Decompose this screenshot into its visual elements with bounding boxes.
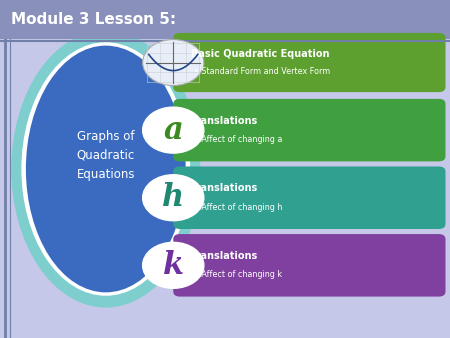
Text: Translations: Translations: [191, 116, 258, 126]
Ellipse shape: [11, 30, 200, 308]
Text: h: h: [162, 182, 184, 213]
Text: • Affect of changing h: • Affect of changing h: [194, 203, 282, 212]
Ellipse shape: [26, 46, 185, 292]
FancyBboxPatch shape: [173, 33, 446, 92]
Circle shape: [143, 242, 204, 288]
Circle shape: [143, 175, 204, 221]
Text: Module 3 Lesson 5:: Module 3 Lesson 5:: [11, 12, 176, 27]
Circle shape: [143, 40, 204, 86]
Text: Basic Quadratic Equation: Basic Quadratic Equation: [191, 49, 330, 59]
FancyBboxPatch shape: [173, 167, 446, 229]
Text: Translations: Translations: [191, 183, 258, 193]
Ellipse shape: [22, 42, 190, 296]
Text: • Standard Form and Vertex Form: • Standard Form and Vertex Form: [194, 67, 330, 76]
FancyBboxPatch shape: [0, 0, 450, 39]
Circle shape: [143, 107, 204, 153]
Text: • Affect of changing k: • Affect of changing k: [194, 270, 282, 279]
Text: Graphs of
Quadratic
Equations: Graphs of Quadratic Equations: [76, 130, 135, 181]
Text: Translations: Translations: [191, 251, 258, 261]
Text: k: k: [163, 250, 184, 281]
Text: • Affect of changing a: • Affect of changing a: [194, 135, 282, 144]
FancyBboxPatch shape: [173, 234, 446, 297]
Text: a: a: [163, 115, 183, 146]
FancyBboxPatch shape: [173, 99, 446, 162]
